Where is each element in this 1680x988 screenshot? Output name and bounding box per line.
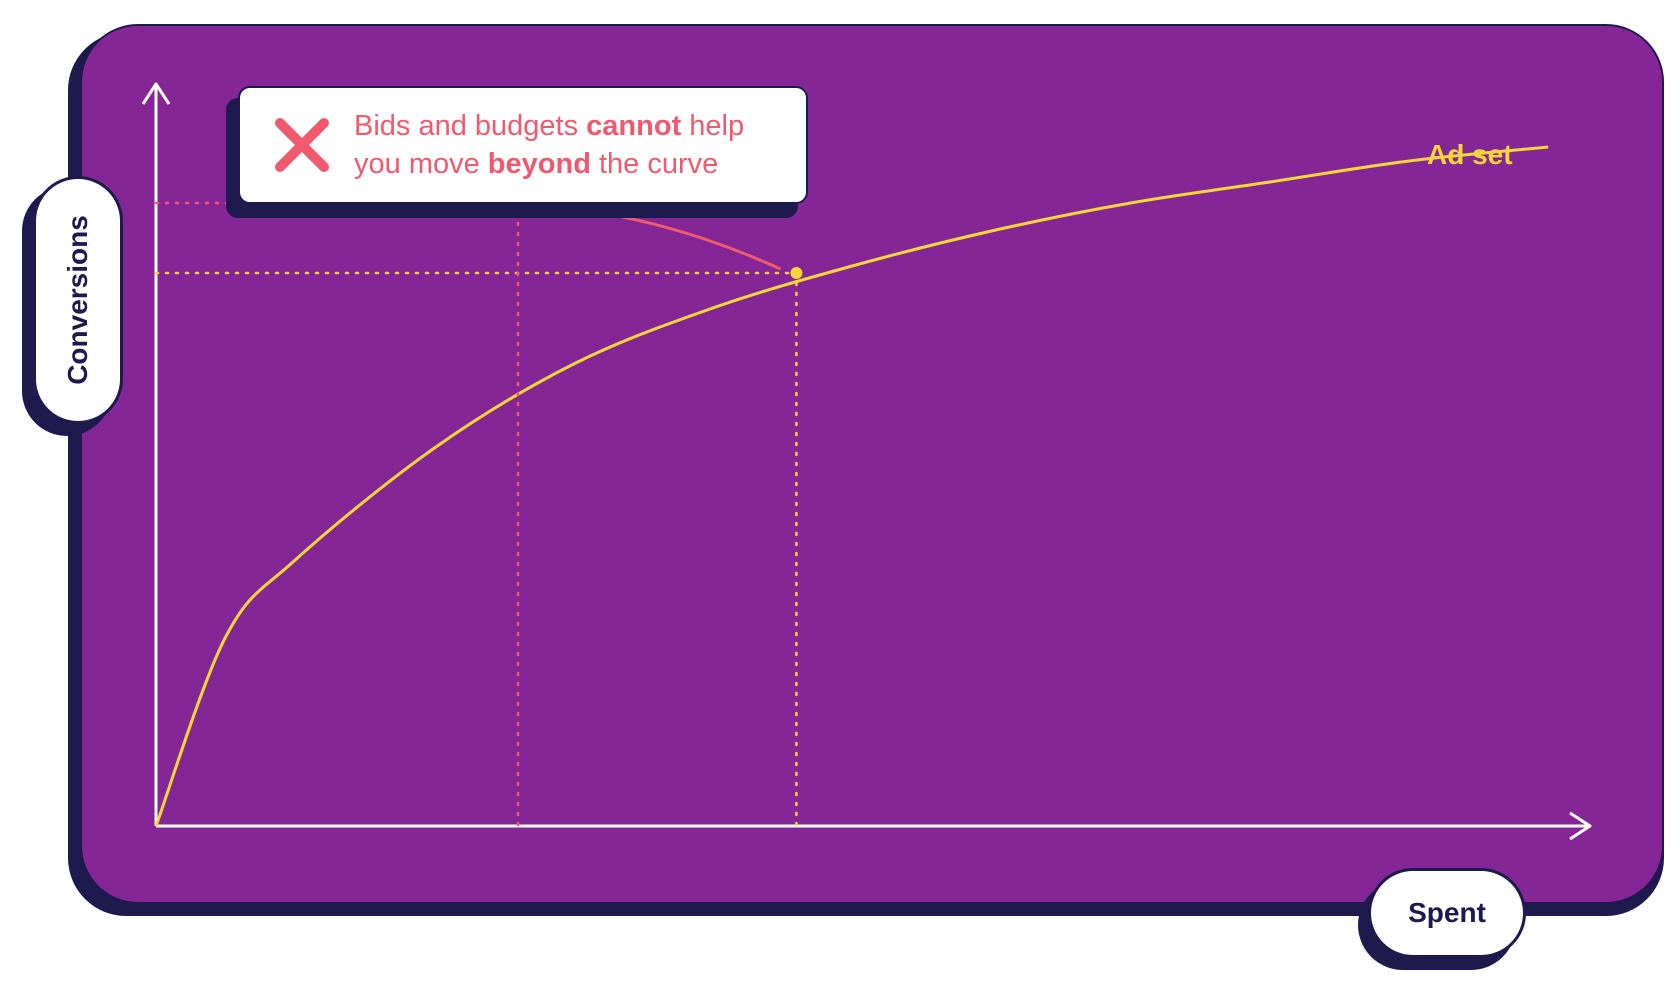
note-line-2: you move beyond the curve bbox=[354, 145, 744, 183]
y-axis-arrow bbox=[141, 82, 171, 105]
y-axis-label-text: Conversions bbox=[62, 215, 94, 385]
note-line1-c: help bbox=[681, 110, 745, 142]
note-card: Bids and budgets cannot help you move be… bbox=[238, 86, 808, 204]
x-axis-arrow bbox=[1569, 811, 1592, 841]
y-axis-label: Conversions bbox=[33, 176, 123, 424]
note-line2-a: you move bbox=[354, 148, 488, 180]
note-line-1: Bids and budgets cannot help bbox=[354, 107, 744, 145]
x-axis-label-text: Spent bbox=[1408, 897, 1486, 928]
note-text: Bids and budgets cannot help you move be… bbox=[354, 107, 744, 183]
note-line1-a: Bids and budgets bbox=[354, 110, 587, 142]
series-line-0 bbox=[154, 145, 1549, 827]
series-label-ad-set: Ad set bbox=[1427, 139, 1513, 170]
x-icon bbox=[275, 118, 329, 172]
note-line2-bold: beyond bbox=[487, 148, 591, 180]
curve-point-marker bbox=[790, 267, 803, 279]
x-axis-label: Spent bbox=[1368, 868, 1526, 958]
note-line1-bold: cannot bbox=[586, 110, 682, 142]
note-line2-c: the curve bbox=[590, 148, 719, 180]
